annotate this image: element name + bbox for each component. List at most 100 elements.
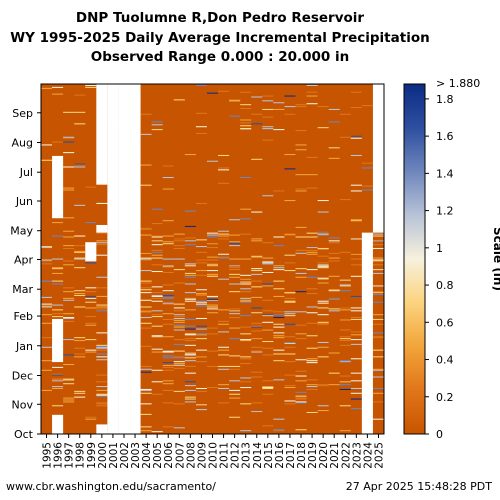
- heatmap-cell: [240, 300, 252, 302]
- heatmap-cell: [96, 374, 108, 376]
- heatmap-cell: [295, 333, 307, 335]
- heatmap-cell: [184, 240, 196, 242]
- heatmap-cell: [74, 163, 86, 165]
- heatmap-cell: [63, 379, 75, 381]
- heatmap-cell: [262, 393, 274, 395]
- heatmap-cell: [206, 304, 219, 306]
- heatmap-cell: [262, 283, 274, 285]
- heatmap-cell: [184, 237, 196, 239]
- heatmap-cell: [229, 219, 241, 221]
- heatmap-cell: [295, 252, 307, 254]
- heatmap-cell: [229, 245, 241, 247]
- heatmap-cell: [195, 257, 207, 259]
- heatmap-cell: [52, 275, 64, 277]
- heatmap-cell: [229, 397, 241, 399]
- heatmap-cell: [295, 429, 307, 431]
- heatmap-cell: [328, 252, 340, 254]
- heatmap-cell: [328, 263, 340, 265]
- heatmap-cell: [350, 135, 362, 137]
- heatmap-cell: [173, 340, 185, 342]
- heatmap-cell: [140, 327, 152, 329]
- heatmap-cell: [140, 365, 152, 367]
- heatmap-cell: [240, 293, 252, 295]
- heatmap-cell: [85, 186, 97, 188]
- heatmap-cell: [184, 265, 196, 267]
- heatmap-cell: [52, 235, 64, 237]
- heatmap-cell: [372, 268, 384, 270]
- heatmap-cell: [52, 86, 64, 88]
- y-tick-label: Dec: [12, 370, 33, 383]
- heatmap-cell: [151, 393, 163, 395]
- heatmap-cell: [339, 136, 351, 138]
- heatmap-cell: [151, 244, 163, 246]
- heatmap-cell: [184, 274, 196, 276]
- heatmap-cell: [173, 245, 185, 247]
- heatmap-cell: [372, 401, 384, 403]
- heatmap-cell: [328, 352, 340, 354]
- heatmap-cell: [339, 275, 351, 277]
- heatmap-cell: [218, 354, 230, 356]
- heatmap-cell: [317, 385, 329, 387]
- heatmap-cell: [306, 347, 318, 349]
- heatmap-cell: [96, 310, 108, 312]
- heatmap-cell: [151, 292, 163, 294]
- heatmap-cell: [151, 314, 163, 316]
- heatmap-cell: [317, 248, 329, 250]
- heatmap-cell: [184, 300, 196, 302]
- heatmap-cell: [251, 113, 263, 115]
- heatmap-cell: [162, 355, 174, 357]
- x-tick-label: 2023: [351, 442, 363, 469]
- heatmap-cell: [63, 364, 75, 366]
- heatmap-cell: [41, 380, 53, 382]
- heatmap-cell: [262, 266, 274, 268]
- heatmap-cell: [306, 232, 318, 234]
- heatmap-cell: [229, 310, 241, 312]
- heatmap-cell: [206, 273, 219, 275]
- heatmap-cell: [317, 262, 329, 264]
- heatmap-cell: [262, 318, 274, 320]
- heatmap-cell: [295, 188, 307, 190]
- heatmap-cell: [140, 184, 152, 186]
- heatmap-cell: [195, 258, 207, 260]
- heatmap-cell: [339, 319, 351, 321]
- heatmap-cell: [162, 411, 174, 413]
- heatmap-cell: [306, 384, 318, 386]
- heatmap-cell: [284, 266, 296, 268]
- heatmap-cell: [328, 147, 340, 149]
- heatmap-cell: [96, 246, 108, 248]
- heatmap-cell: [206, 327, 219, 329]
- heatmap-cell: [350, 376, 362, 378]
- heatmap-cell: [229, 100, 241, 102]
- heatmap-cell: [162, 366, 174, 368]
- heatmap-cell: [372, 289, 384, 291]
- heatmap-cell: [284, 262, 296, 264]
- heatmap-cell: [229, 368, 241, 370]
- heatmap-cell: [295, 249, 307, 251]
- heatmap-cell: [317, 90, 329, 92]
- heatmap-cell: [273, 317, 285, 319]
- heatmap-cell: [74, 258, 86, 260]
- heatmap-cell: [317, 319, 329, 321]
- heatmap-cell: [140, 368, 152, 370]
- heatmap-cell: [85, 222, 97, 224]
- heatmap-cell: [328, 297, 340, 299]
- heatmap-cell: [151, 431, 163, 433]
- heatmap-cell: [317, 246, 329, 248]
- heatmap-cell: [284, 270, 296, 272]
- heatmap-cell: [284, 113, 296, 115]
- heatmap-cell: [162, 303, 174, 305]
- heatmap-cell: [151, 395, 163, 397]
- heatmap-cell: [273, 385, 285, 387]
- heatmap-cell: [96, 353, 108, 355]
- heatmap-cells: [41, 84, 384, 434]
- heatmap-cell: [262, 257, 274, 259]
- heatmap-cell: [206, 362, 219, 364]
- missing-data-block: [52, 414, 64, 434]
- heatmap-cell: [251, 351, 263, 353]
- x-tick-label: 2011: [219, 442, 231, 469]
- missing-data-block: [372, 84, 384, 233]
- heatmap-cell: [284, 300, 296, 302]
- heatmap-cell: [295, 380, 307, 382]
- heatmap-cell: [317, 406, 329, 408]
- heatmap-cell: [350, 247, 362, 249]
